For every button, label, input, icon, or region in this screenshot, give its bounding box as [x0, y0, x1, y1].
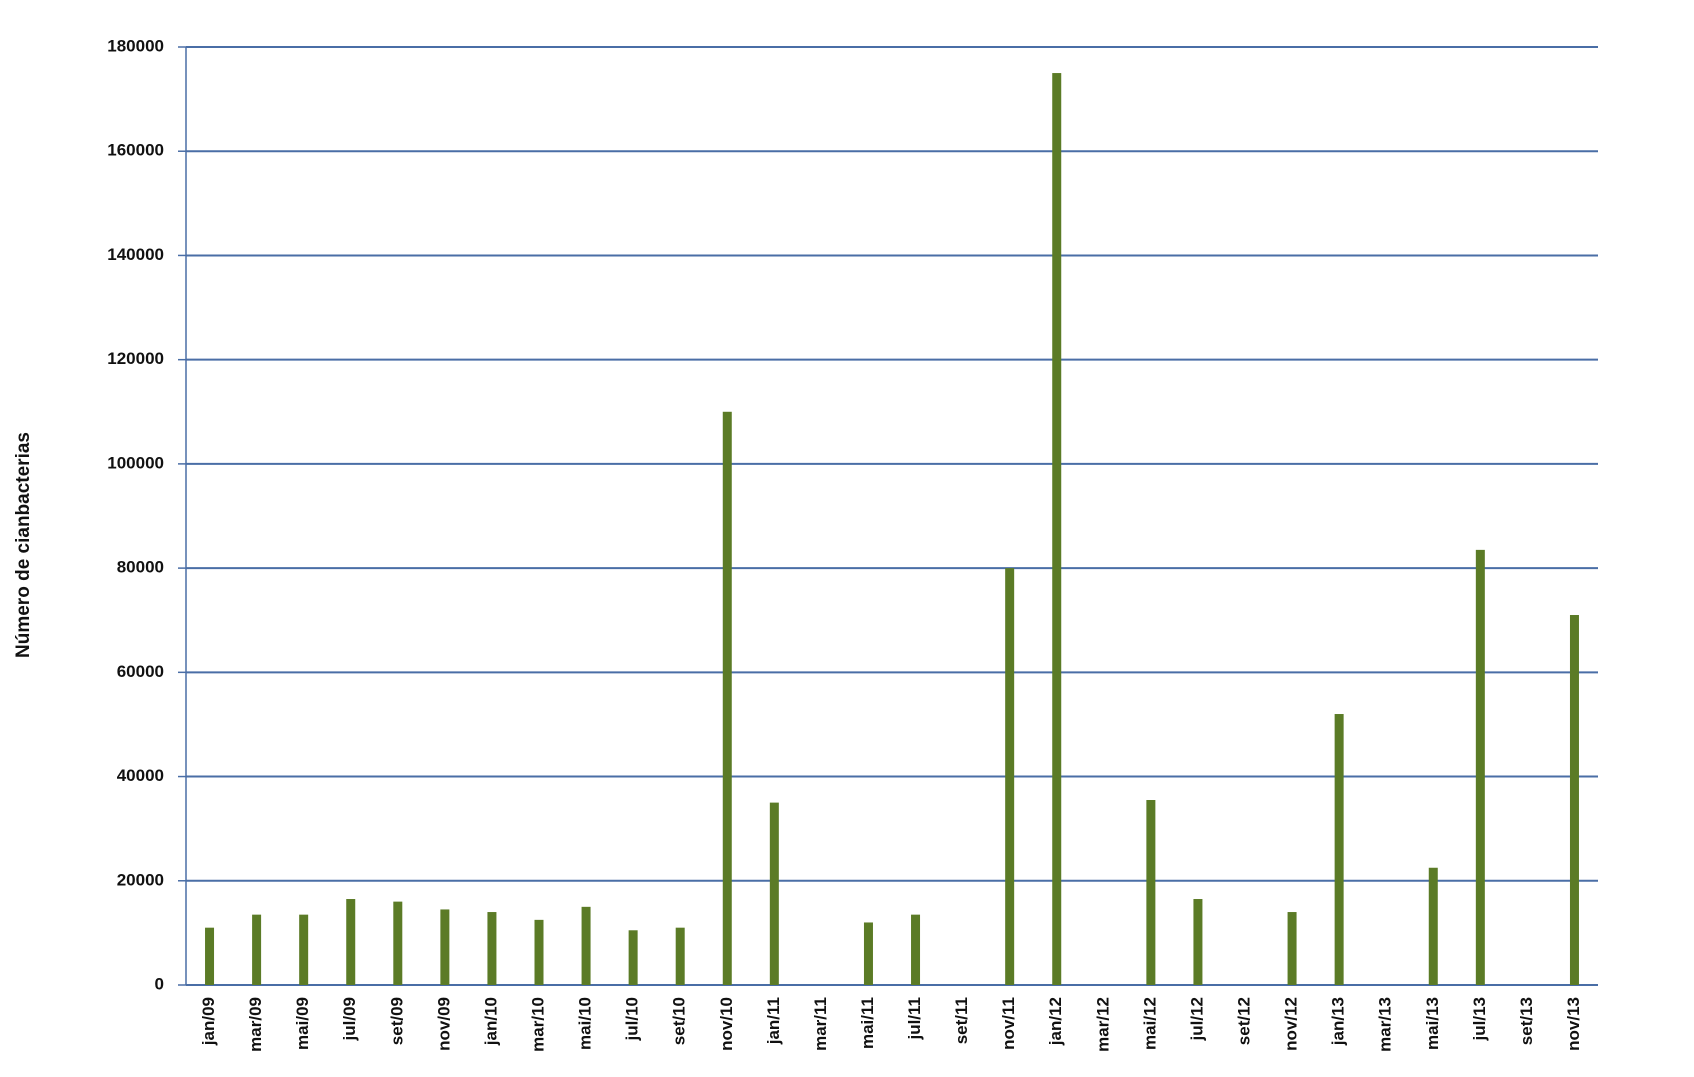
- x-tick-label: set/11: [952, 997, 971, 1044]
- y-tick-label: 20000: [117, 870, 164, 889]
- bar: [1146, 800, 1156, 985]
- bar: [252, 914, 262, 985]
- bar: [346, 899, 356, 985]
- x-tick-label: nov/11: [999, 997, 1018, 1050]
- bar: [1428, 867, 1438, 985]
- x-tick-label: mai/12: [1140, 997, 1159, 1050]
- bar: [487, 912, 497, 985]
- bar: [1569, 615, 1579, 985]
- x-tick-label: nov/12: [1282, 997, 1301, 1051]
- x-tick-label: nov/13: [1564, 997, 1583, 1051]
- y-tick-label: 180000: [107, 36, 164, 55]
- x-tick-label: mar/09: [246, 997, 265, 1052]
- y-tick-label: 40000: [117, 766, 164, 785]
- bar: [581, 906, 591, 985]
- bar: [1334, 714, 1344, 985]
- x-tick-label: jan/11: [764, 997, 783, 1045]
- bar: [911, 914, 921, 985]
- y-tick-label: 120000: [107, 349, 164, 368]
- x-tick-label: set/09: [387, 997, 406, 1045]
- x-tick-label: mai/09: [293, 997, 312, 1050]
- bar: [1193, 899, 1203, 985]
- bar: [1287, 912, 1297, 985]
- x-tick-label: mai/13: [1423, 997, 1442, 1050]
- y-tick-label: 80000: [117, 558, 164, 577]
- bar: [299, 914, 309, 985]
- x-tick-label: jul/09: [340, 997, 359, 1041]
- x-tick-label: mar/13: [1376, 997, 1395, 1052]
- y-tick-label: 160000: [107, 141, 164, 160]
- x-tick-label: set/12: [1234, 997, 1253, 1045]
- x-tick-label: jul/10: [623, 997, 642, 1041]
- x-tick-label: jan/12: [1046, 997, 1065, 1046]
- x-tick-label: mar/12: [1093, 997, 1112, 1052]
- bar: [440, 909, 450, 985]
- bar: [628, 930, 638, 985]
- bar: [675, 927, 685, 985]
- x-tick-label: mai/11: [858, 997, 877, 1049]
- x-tick-label: jul/13: [1470, 997, 1489, 1041]
- x-tick-label: jul/11: [905, 997, 924, 1041]
- x-tick-label: mar/10: [528, 997, 547, 1052]
- x-tick-label: jul/12: [1187, 997, 1206, 1041]
- y-tick-label: 140000: [107, 245, 164, 264]
- x-tick-label: nov/10: [717, 997, 736, 1051]
- bar: [534, 919, 544, 985]
- bar: [393, 901, 403, 985]
- x-tick-label: set/10: [670, 997, 689, 1045]
- y-tick-label: 100000: [107, 453, 164, 472]
- y-tick-label: 60000: [117, 662, 164, 681]
- bar: [863, 922, 873, 985]
- x-tick-label: nov/09: [434, 997, 453, 1051]
- bar: [722, 411, 732, 985]
- bar: [1005, 568, 1015, 985]
- x-tick-label: jan/09: [199, 997, 218, 1046]
- x-tick-label: mar/11: [811, 997, 830, 1051]
- bar: [1052, 73, 1062, 986]
- bar: [205, 927, 215, 985]
- x-tick-label: mai/10: [576, 997, 595, 1050]
- y-tick-label: 0: [155, 974, 164, 993]
- x-tick-label: jan/13: [1329, 997, 1348, 1046]
- x-tick-label: set/13: [1517, 997, 1536, 1045]
- bar: [769, 802, 779, 985]
- x-tick-label: jan/10: [481, 997, 500, 1046]
- bar: [1475, 549, 1485, 985]
- y-axis-label: Número de cianbacterias: [13, 432, 34, 658]
